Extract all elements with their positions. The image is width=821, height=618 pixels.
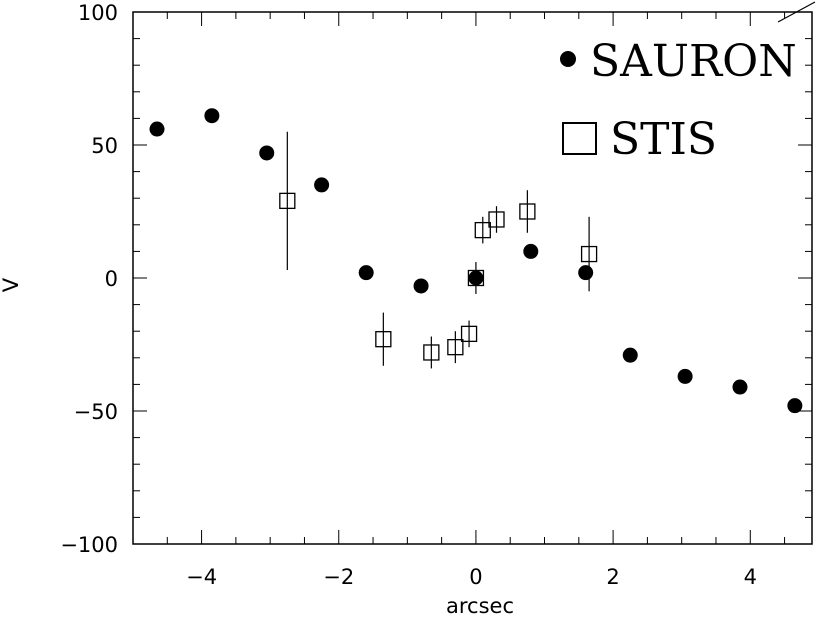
legend-sauron-marker	[560, 51, 576, 67]
y-axis-label: V	[0, 277, 23, 292]
y-tick-label: 50	[91, 134, 118, 158]
sauron-point	[523, 243, 539, 259]
y-tick-label: −50	[74, 400, 118, 424]
sauron-point	[358, 265, 374, 281]
stis-point	[423, 344, 440, 361]
sauron-point	[622, 347, 638, 363]
stis-point	[447, 339, 464, 356]
axis-ticks	[133, 11, 812, 545]
legend-stis-marker	[562, 122, 597, 155]
data-markers	[149, 108, 803, 414]
x-tick-label: −2	[323, 565, 354, 589]
x-tick-label: 2	[606, 565, 619, 589]
y-tick-label: −100	[60, 533, 118, 557]
sauron-point	[204, 108, 220, 124]
sauron-point	[314, 177, 330, 193]
x-tick-label: 0	[469, 565, 482, 589]
x-axis-label: arcsec	[446, 594, 514, 618]
legend-sauron-label: SAURON	[590, 36, 797, 87]
y-tick-label: 0	[105, 267, 118, 291]
sauron-point	[259, 145, 275, 161]
x-tick-label: 4	[744, 565, 757, 589]
sauron-point	[677, 368, 693, 384]
stis-point	[488, 211, 505, 228]
sauron-point	[578, 265, 594, 281]
x-tick-label: −4	[186, 565, 217, 589]
stis-point	[580, 245, 598, 263]
stis-point	[279, 192, 296, 210]
stis-point	[375, 331, 392, 348]
sauron-point	[149, 121, 165, 137]
stis-point	[460, 325, 478, 343]
legend-pointer-line	[777, 1, 816, 23]
legend: SAURON STIS	[560, 1, 816, 165]
stis-point	[519, 203, 536, 220]
y-tick-label: 100	[78, 1, 118, 25]
stis-point	[474, 221, 491, 239]
sauron-point	[413, 278, 429, 294]
error-bars	[286, 131, 590, 369]
sauron-point	[468, 270, 484, 286]
sauron-point	[787, 398, 803, 414]
sauron-point	[732, 379, 748, 395]
tick-labels: −4 −2 0 2 4 −100 −50 0 50 100	[60, 1, 757, 589]
legend-stis-label: STIS	[610, 114, 717, 165]
